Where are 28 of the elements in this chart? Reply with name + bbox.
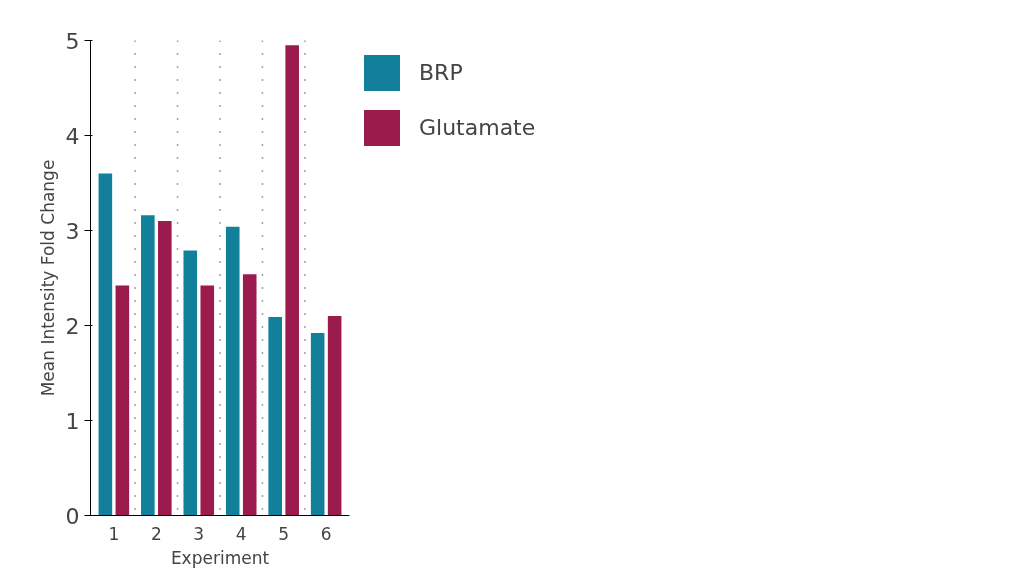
bar xyxy=(98,173,113,516)
bar xyxy=(200,285,215,516)
y-tick-label: 5 xyxy=(65,28,80,54)
x-axis-title: Experiment xyxy=(170,547,270,568)
x-tick-label: 1 xyxy=(108,523,120,544)
y-tick-label: 0 xyxy=(65,503,80,529)
y-axis-title: Mean Intensity Fold Change xyxy=(37,159,58,397)
legend-label: BRP xyxy=(419,60,463,85)
bar xyxy=(158,221,172,516)
bar xyxy=(242,274,257,516)
y-tick-label: 4 xyxy=(65,123,80,149)
legend-label: Glutamate xyxy=(419,115,536,140)
bar xyxy=(310,333,325,516)
y-tick-label: 2 xyxy=(65,313,80,339)
bar xyxy=(141,215,155,516)
x-tick-label: 4 xyxy=(235,523,247,544)
bar xyxy=(285,45,299,516)
y-tick-label: 1 xyxy=(65,408,80,434)
bar xyxy=(225,226,240,516)
bar xyxy=(268,316,282,516)
x-tick-label: 2 xyxy=(150,523,162,544)
bar xyxy=(183,250,198,516)
y-tick-label: 3 xyxy=(65,218,80,244)
bar xyxy=(115,285,130,516)
x-tick-label: 3 xyxy=(193,523,205,544)
bar xyxy=(327,316,342,516)
x-tick-label: 5 xyxy=(278,523,290,544)
x-tick-label: 6 xyxy=(320,523,332,544)
